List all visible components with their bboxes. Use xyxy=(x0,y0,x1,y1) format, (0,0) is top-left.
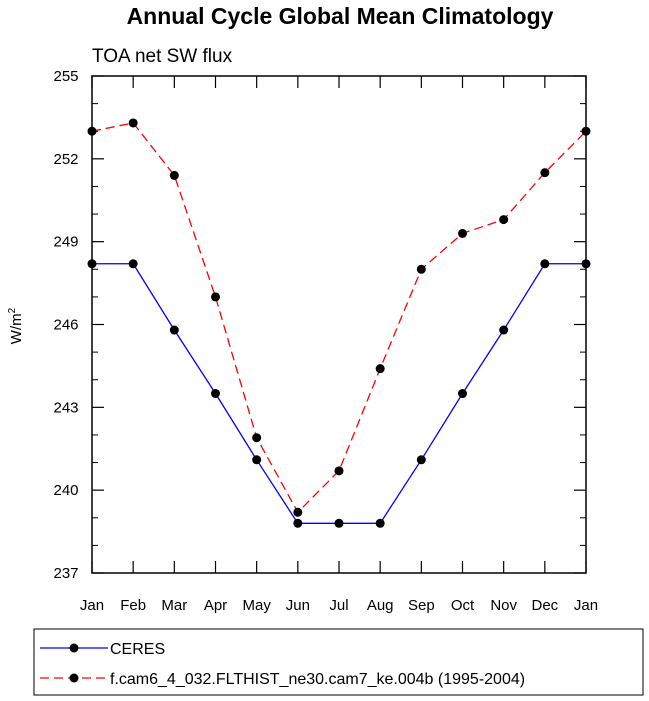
x-tick-label: Aug xyxy=(367,597,394,614)
x-tick-label: Oct xyxy=(451,597,475,614)
x-tick-label: Dec xyxy=(531,597,558,614)
series-2-point xyxy=(375,364,385,374)
series-2-point xyxy=(87,126,97,136)
series-2-point xyxy=(128,118,138,128)
series-1-point xyxy=(540,259,550,269)
y-tick-label: 240 xyxy=(53,482,78,499)
x-tick-label: Feb xyxy=(120,597,146,614)
series-1-point xyxy=(499,325,509,335)
chart-subtitle: TOA net SW flux xyxy=(92,46,233,67)
y-axis-label-text: W/m xyxy=(8,313,25,344)
y-tick-label: 243 xyxy=(53,399,78,416)
series-1-point xyxy=(375,518,385,528)
y-axis-label: W/m2 xyxy=(7,307,25,344)
series-2-point xyxy=(458,228,467,238)
x-tick-label: Mar xyxy=(161,597,187,614)
series-2-point xyxy=(293,507,303,517)
chart-title: Annual Cycle Global Mean Climatology xyxy=(127,3,554,29)
legend-label-2: f.cam6_4_032.FLTHIST_ne30.cam7_ke.004b (… xyxy=(110,671,525,688)
series-1-point xyxy=(293,518,303,528)
series-2-point xyxy=(499,215,509,225)
series-2-point xyxy=(334,466,344,476)
x-tick-label: May xyxy=(242,597,271,614)
series-2-point xyxy=(211,292,220,302)
x-tick-label: Jan xyxy=(574,597,598,614)
x-tick-label: Apr xyxy=(204,597,227,614)
x-tick-label: Nov xyxy=(490,597,517,614)
plot-area: 237 240 243 246 249 252 255 Jan Feb Mar Apr May Jun J… xyxy=(53,68,598,614)
series-1-point xyxy=(211,389,220,399)
series-2-point xyxy=(252,433,262,443)
y-tick-label: 237 xyxy=(53,565,78,582)
plot-frame xyxy=(91,75,587,574)
series-1-point xyxy=(458,389,467,399)
series-1-point xyxy=(416,455,426,465)
legend: CERES f.cam6_4_032.FLTHIST_ne30.cam7_ke.0… xyxy=(33,628,644,696)
series-1-point xyxy=(581,259,591,269)
y-axis-label-superscript: 2 xyxy=(7,307,18,313)
series-1-point xyxy=(87,259,97,269)
x-tick-label: Jan xyxy=(80,597,104,614)
series-1-point xyxy=(334,518,344,528)
x-tick-label: Sep xyxy=(408,597,435,614)
svg-text:W/m2: W/m2 xyxy=(7,307,25,344)
y-tick-label: 246 xyxy=(53,317,78,334)
legend-label-1: CERES xyxy=(110,641,165,658)
series-line-1 xyxy=(92,263,586,524)
series-1-point xyxy=(128,259,138,269)
series-2-point xyxy=(581,126,591,136)
legend-marker-1 xyxy=(69,643,79,653)
y-tick-label: 255 xyxy=(53,68,78,85)
series-2-point xyxy=(540,168,550,178)
x-tick-label: Jun xyxy=(286,597,310,614)
y-tick-label: 252 xyxy=(53,151,78,168)
series-2-point xyxy=(169,170,179,180)
series-2-point xyxy=(416,264,426,274)
series-1-point xyxy=(252,455,262,465)
y-tick-label: 249 xyxy=(53,234,78,251)
legend-box xyxy=(33,628,644,696)
legend-marker-2 xyxy=(69,673,79,683)
series-1-point xyxy=(169,325,179,335)
x-tick-label: Jul xyxy=(329,597,348,614)
